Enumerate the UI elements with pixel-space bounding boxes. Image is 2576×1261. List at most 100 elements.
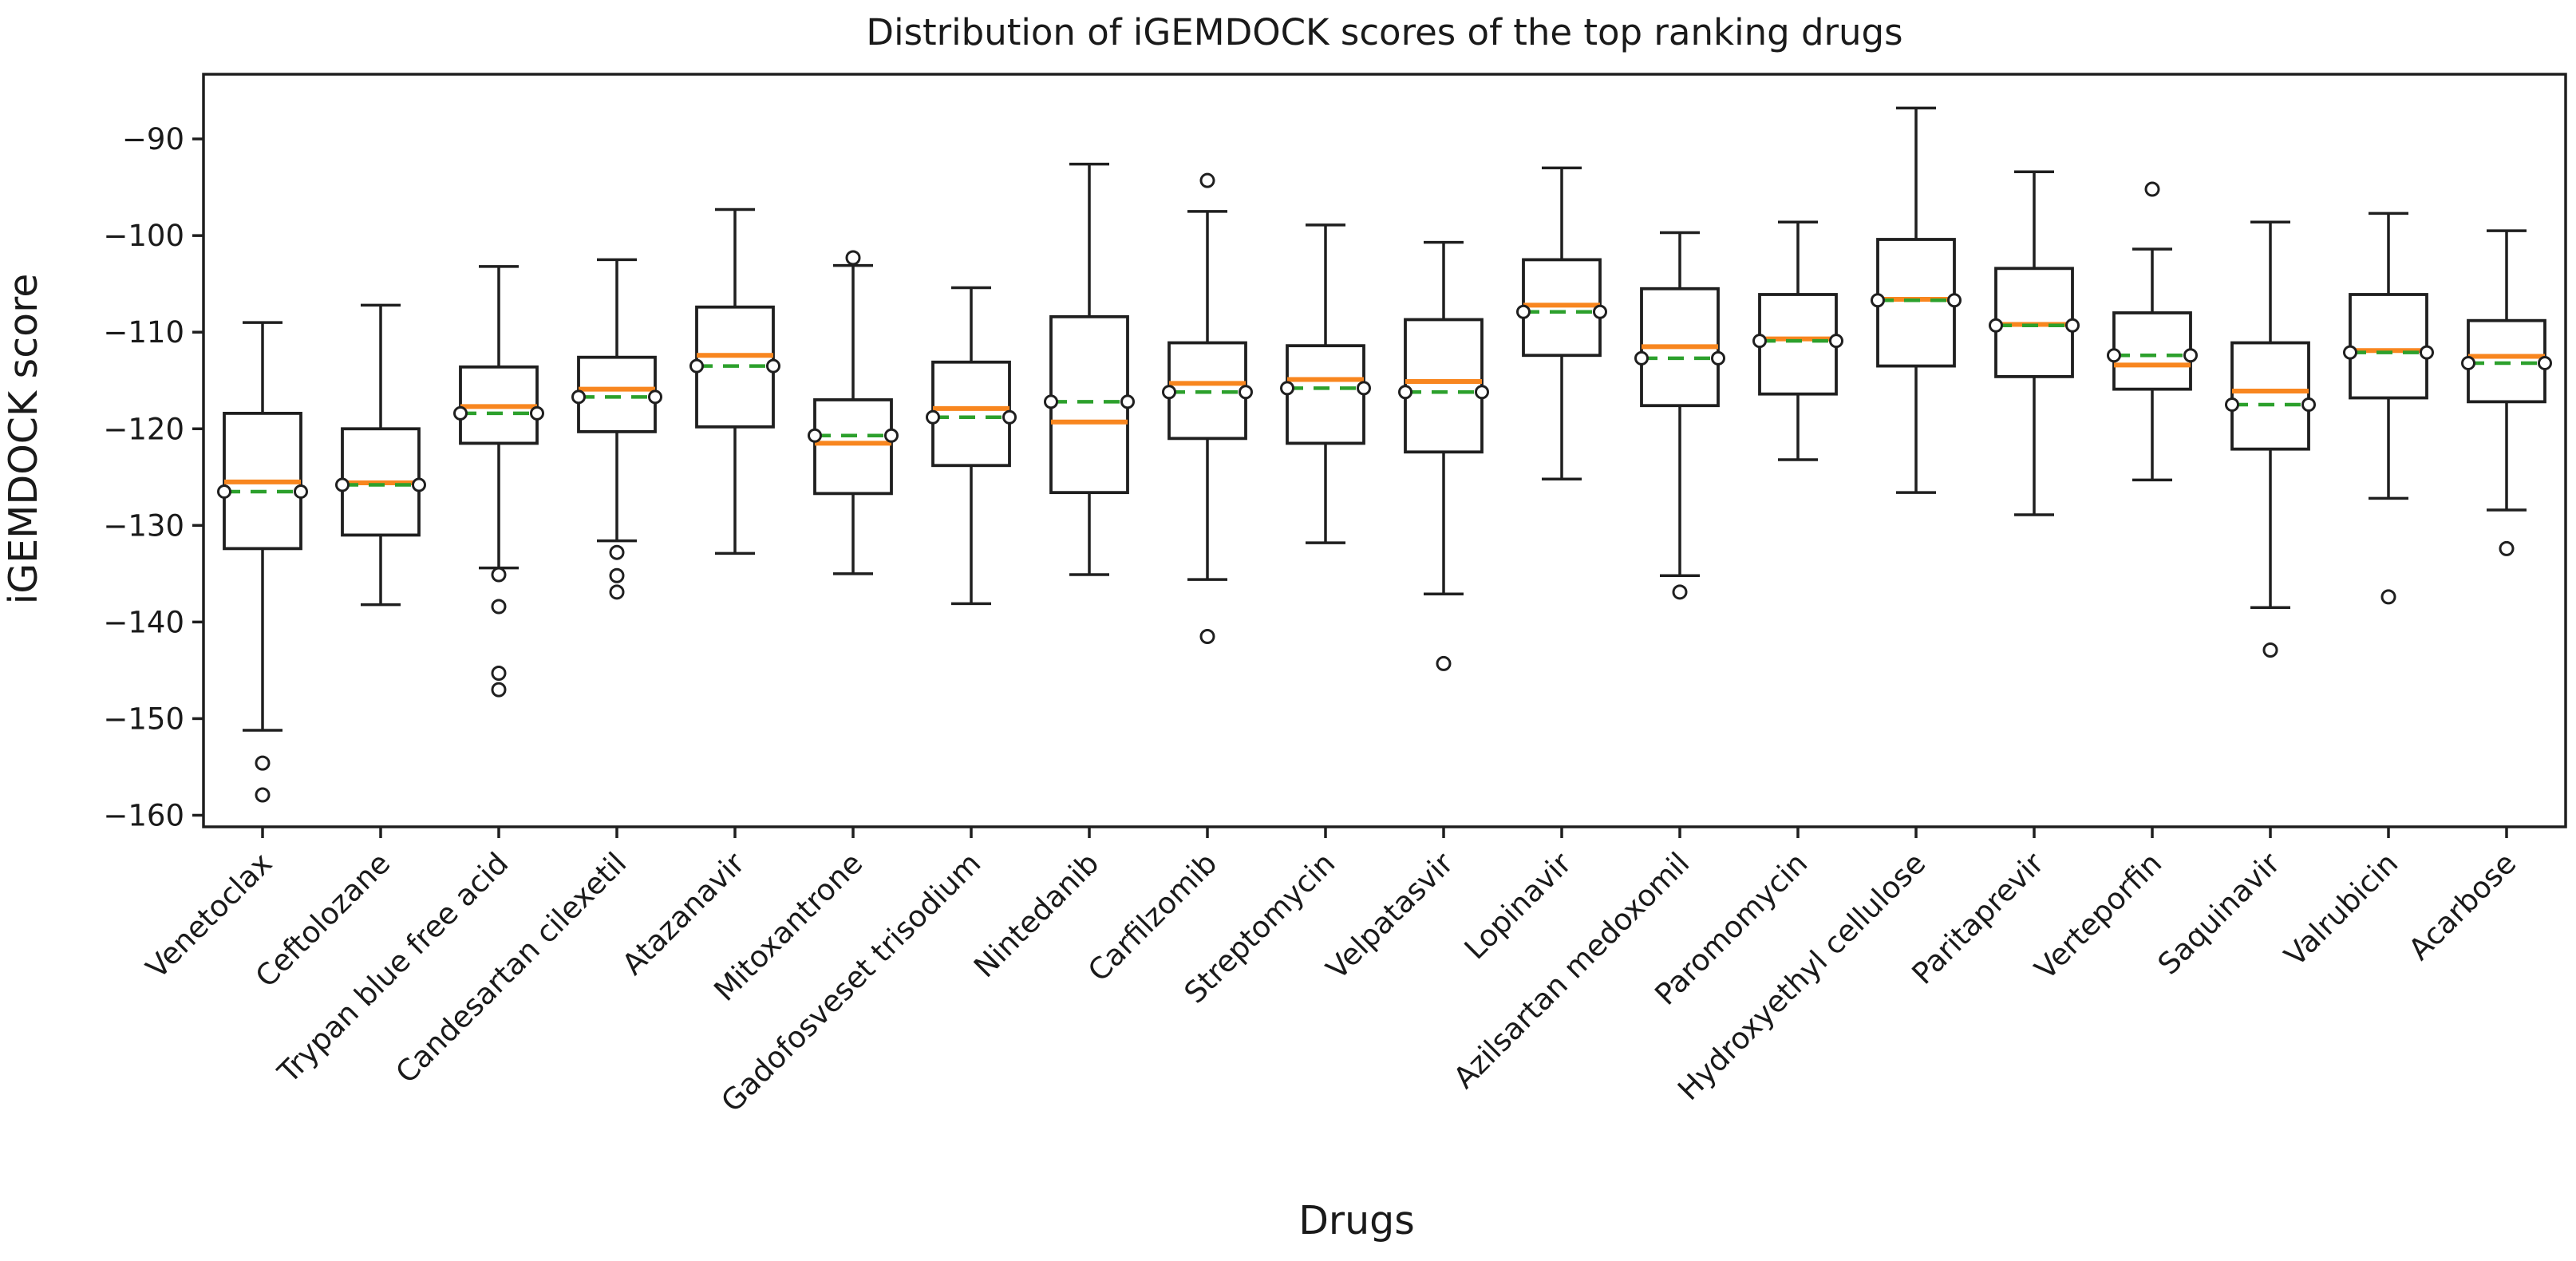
box-streptomycin [1280,223,1371,544]
iqr-box [813,398,893,496]
x-axis-label: Drugs [1298,1198,1415,1243]
y-tick-label: −110 [103,315,184,350]
mean-marker-right [2538,355,2552,370]
mean-marker-right [2065,318,2080,333]
box-gadofosveset-trisodium [926,286,1017,606]
iqr-box [1758,293,1838,396]
mean-marker-right [1002,409,1017,425]
mean-marker-left [335,477,350,492]
box-acarbose [2461,229,2552,556]
outlier-point [1436,655,1452,671]
outlier-point [491,567,507,583]
box-trypan-blue-free-acid [453,265,544,698]
mean-marker-right [1593,304,1607,319]
mean-marker-right [1357,381,1371,396]
box-candesartan-cilexetil [571,258,662,600]
outlier-point [1199,629,1215,645]
box-paromomycin [1752,220,1843,461]
mean-marker-left [1162,385,1176,400]
box-azilsartan-medoxomil [1634,231,1725,600]
outlier-point [491,666,507,682]
outlier-point [1672,584,1688,600]
x-tick-label: Trypan blue free acid [271,846,515,1090]
mean-marker-left [808,428,822,443]
outlier-point [255,755,271,771]
mean-marker-left [1871,293,1885,308]
mean-marker-right [2183,348,2198,363]
iqr-box [1286,344,1365,445]
box-velpatasvir [1398,240,1489,671]
box-atazanavir [689,208,780,555]
mean-marker-right [1829,334,1843,349]
x-tick-label: Candesartan cilexetil [389,846,634,1090]
mean-marker-right [2301,397,2316,412]
box-valrubicin [2343,211,2434,605]
y-tick-label: −160 [103,798,184,832]
box-venetoclax [217,321,308,803]
mean-marker-left [2343,345,2357,360]
mean-marker-right [1711,350,1725,366]
y-tick-label: −100 [103,219,184,253]
x-tick-label: Lopinavir [1458,845,1578,966]
x-tick-label: Velpatasvir [1320,845,1460,986]
mean-marker-right [530,405,544,421]
mean-marker-right [294,484,308,499]
mean-marker-left [1044,394,1058,409]
box-mitoxantrone [808,250,899,575]
mean-marker-right [2420,345,2434,360]
iqr-box [1404,318,1484,454]
x-tick-label: Verteporfin [2028,846,2168,986]
outlier-point [491,682,507,698]
mean-marker-right [1239,385,1253,400]
iqr-box [1049,314,1129,495]
box-ceftolozane [335,303,426,607]
mean-marker-right [884,428,899,443]
mean-marker-left [2461,355,2475,370]
mean-marker-left [1280,381,1294,396]
box-hydroxyethyl-cellulose [1871,106,1962,494]
y-tick-label: −150 [103,702,184,736]
plot-frame [202,73,2567,828]
outlier-point [2262,642,2278,658]
mean-marker-left [217,484,231,499]
mean-marker-right [1475,385,1489,400]
iqr-box [2230,341,2310,451]
mean-marker-left [2225,397,2239,412]
outlier-point [609,584,625,600]
x-tick-label: Azilsartan medoxomil [1447,846,1696,1095]
mean-marker-left [1989,318,2003,333]
y-tick-label: −120 [103,412,184,446]
x-tick-label: Saquinavir [2151,845,2287,981]
mean-marker-left [1398,385,1412,400]
x-tick-label: Acarbose [2402,846,2523,967]
box-lopinavir [1516,166,1607,480]
iqr-box [577,355,657,433]
outlier-point [2380,589,2396,605]
mean-marker-left [571,389,586,405]
iqr-box [1876,238,1956,368]
outlier-point [2499,540,2515,556]
box-paritaprevir [1989,170,2080,516]
mean-marker-right [648,389,662,405]
outlier-point [2144,181,2160,197]
mean-marker-left [926,409,940,425]
iqr-box [931,360,1011,468]
outlier-point [1199,172,1215,188]
mean-marker-left [1516,304,1531,319]
mean-marker-left [1752,334,1767,349]
iqr-box [2467,318,2546,404]
mean-marker-right [766,358,780,374]
box-carfilzomib [1162,172,1253,645]
outlier-point [845,250,861,266]
outlier-point [255,787,271,803]
y-axis-label: iGEMDOCK score [1,274,46,605]
mean-marker-right [412,477,426,492]
box-verteporfin [2107,181,2198,482]
box-nintedanib [1044,162,1135,576]
box-saquinavir [2225,220,2316,658]
y-tick-label: −140 [103,605,184,639]
mean-marker-left [453,405,468,421]
tick-labels-layer: −90−100−110−120−130−140−150−160Venetocla… [103,122,2523,1119]
